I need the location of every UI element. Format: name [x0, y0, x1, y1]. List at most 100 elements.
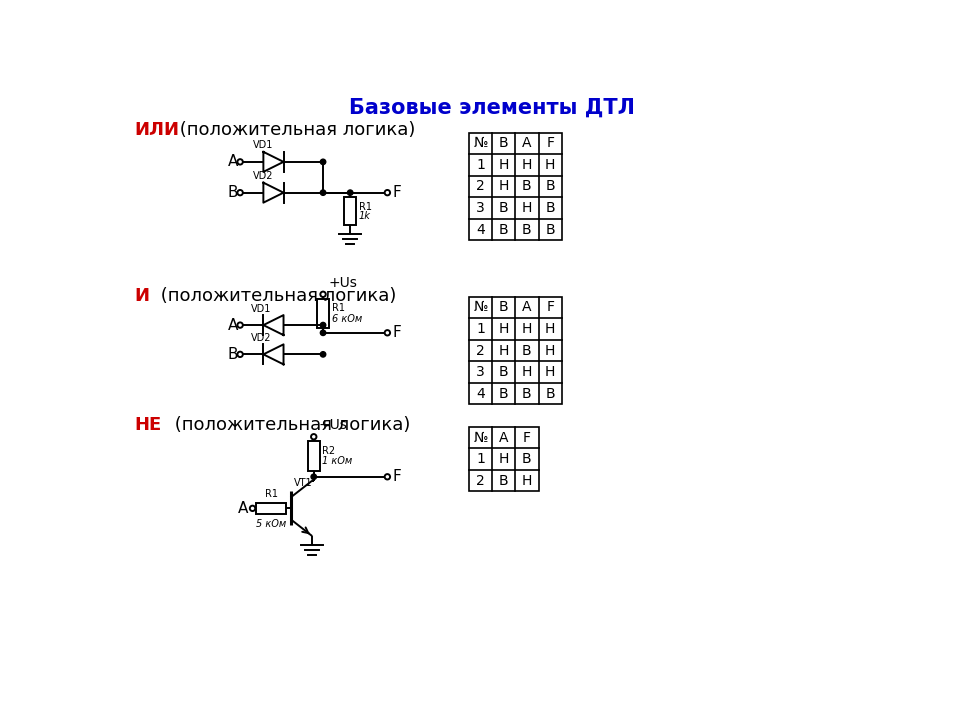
- Text: B: B: [499, 300, 509, 315]
- Text: В: В: [545, 179, 555, 194]
- Text: Н: Н: [521, 322, 532, 336]
- Text: Базовые элементы ДТЛ: Базовые элементы ДТЛ: [349, 98, 635, 118]
- Text: 4: 4: [476, 222, 485, 237]
- Text: Н: Н: [521, 201, 532, 215]
- Bar: [468, 427, 539, 492]
- Text: F: F: [546, 136, 554, 150]
- Text: R1: R1: [331, 303, 345, 313]
- Circle shape: [237, 323, 243, 328]
- Text: VD2: VD2: [251, 333, 272, 343]
- Text: 1: 1: [476, 158, 485, 172]
- Text: В: В: [545, 387, 555, 400]
- Text: F: F: [546, 300, 554, 315]
- Circle shape: [237, 190, 243, 195]
- Text: (положительная логика): (положительная логика): [169, 416, 410, 434]
- Text: B: B: [228, 185, 238, 200]
- Text: В: В: [522, 387, 532, 400]
- Text: №: №: [473, 136, 488, 150]
- Text: 4: 4: [476, 387, 485, 400]
- Text: F: F: [393, 185, 401, 200]
- Text: VD2: VD2: [253, 171, 274, 181]
- Text: В: В: [499, 474, 509, 487]
- Text: Н: Н: [545, 343, 555, 358]
- Bar: [344, 197, 356, 225]
- Text: A: A: [228, 318, 238, 333]
- Bar: [307, 441, 320, 471]
- Circle shape: [321, 159, 325, 165]
- Text: 1: 1: [476, 452, 485, 466]
- Text: В: В: [499, 201, 509, 215]
- Bar: [468, 132, 562, 240]
- Text: (положительная логика): (положительная логика): [155, 287, 396, 305]
- Bar: [256, 503, 286, 514]
- Text: В: В: [522, 222, 532, 237]
- Text: VD1: VD1: [251, 304, 272, 313]
- Text: В: В: [522, 343, 532, 358]
- Circle shape: [321, 330, 325, 336]
- Text: 1 кОм: 1 кОм: [323, 456, 352, 467]
- Text: A: A: [228, 154, 238, 169]
- Circle shape: [311, 434, 317, 439]
- Text: Н: Н: [545, 158, 555, 172]
- Text: 1k: 1k: [359, 211, 371, 221]
- Text: R2: R2: [323, 446, 335, 456]
- Text: Н: Н: [498, 322, 509, 336]
- Circle shape: [385, 474, 390, 480]
- Circle shape: [321, 323, 325, 328]
- Text: В: В: [499, 365, 509, 379]
- Circle shape: [321, 292, 325, 297]
- Text: В: В: [499, 387, 509, 400]
- Circle shape: [348, 190, 353, 195]
- Text: 3: 3: [476, 201, 485, 215]
- Text: R1: R1: [359, 202, 372, 212]
- Text: Н: Н: [498, 179, 509, 194]
- Text: Н: Н: [545, 322, 555, 336]
- Text: Н: Н: [498, 158, 509, 172]
- Text: ИЛИ: ИЛИ: [134, 121, 179, 139]
- Bar: [468, 297, 562, 405]
- Text: 5 кОм: 5 кОм: [256, 519, 286, 529]
- Text: В: В: [545, 222, 555, 237]
- Text: Н: Н: [521, 158, 532, 172]
- Text: 1: 1: [476, 322, 485, 336]
- Text: B: B: [228, 347, 238, 362]
- Text: НЕ: НЕ: [134, 416, 161, 434]
- Circle shape: [321, 190, 325, 195]
- Circle shape: [321, 351, 325, 357]
- Text: (положительная логика): (положительная логика): [175, 121, 416, 139]
- Text: VD1: VD1: [253, 140, 274, 150]
- Circle shape: [385, 330, 390, 336]
- Text: Н: Н: [521, 474, 532, 487]
- Text: Н: Н: [498, 452, 509, 466]
- Text: В: В: [499, 222, 509, 237]
- Text: В: В: [545, 201, 555, 215]
- Text: VT1: VT1: [295, 478, 313, 488]
- Text: B: B: [499, 136, 509, 150]
- Circle shape: [385, 190, 390, 195]
- Text: A: A: [522, 136, 532, 150]
- Text: 2: 2: [476, 179, 485, 194]
- Text: F: F: [523, 431, 531, 444]
- Text: 2: 2: [476, 343, 485, 358]
- Text: И: И: [134, 287, 149, 305]
- Text: A: A: [522, 300, 532, 315]
- Text: +Us: +Us: [319, 418, 348, 432]
- Text: Н: Н: [521, 365, 532, 379]
- Text: A: A: [238, 501, 249, 516]
- Text: В: В: [522, 452, 532, 466]
- Text: F: F: [393, 325, 401, 341]
- Text: Н: Н: [498, 343, 509, 358]
- Text: A: A: [499, 431, 509, 444]
- Text: R1: R1: [265, 489, 277, 499]
- Text: №: №: [473, 300, 488, 315]
- Circle shape: [237, 351, 243, 357]
- Bar: [317, 299, 329, 328]
- Circle shape: [237, 159, 243, 165]
- Text: 2: 2: [476, 474, 485, 487]
- Circle shape: [311, 474, 317, 480]
- Text: №: №: [473, 431, 488, 444]
- Text: F: F: [393, 469, 401, 485]
- Text: В: В: [522, 179, 532, 194]
- Circle shape: [250, 505, 255, 511]
- Text: 3: 3: [476, 365, 485, 379]
